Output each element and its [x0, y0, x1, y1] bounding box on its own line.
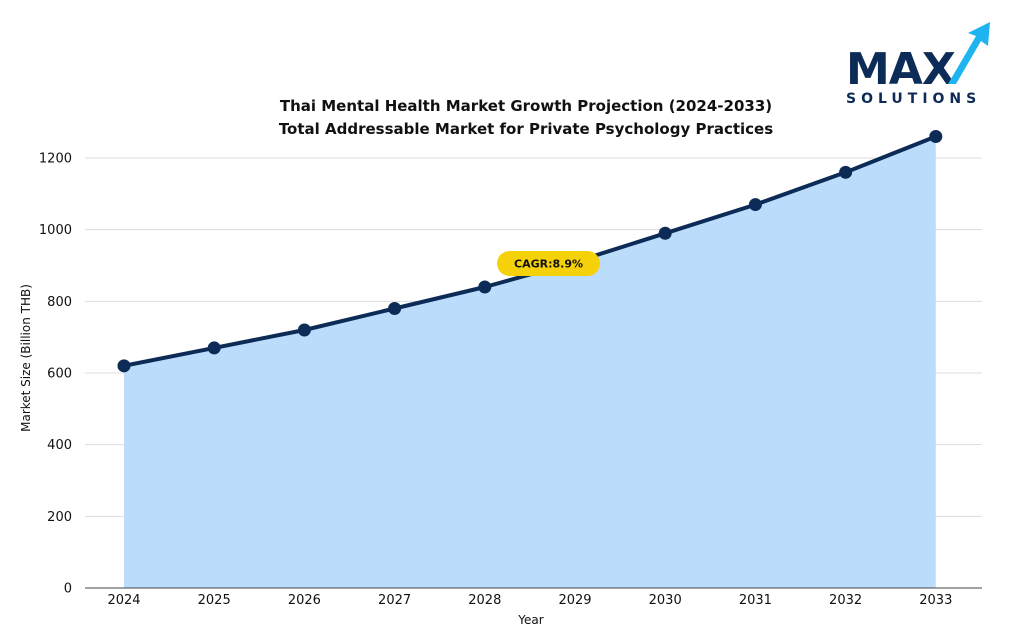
x-tick-label: 2033 [919, 593, 952, 608]
x-tick-label: 2028 [468, 593, 501, 608]
x-tick-label: 2032 [829, 593, 862, 608]
x-tick-labels: 2024 2025 2026 2027 2028 2029 2030 2031 2032 2033 [107, 593, 952, 608]
y-tick-label: 200 [47, 510, 72, 525]
logo-sub-text: SOLUTIONS [846, 91, 981, 107]
data-point-2025 [207, 341, 221, 355]
max-solutions-logo: MAX SOLUTIONS [846, 22, 990, 107]
x-tick-label: 2030 [649, 593, 682, 608]
y-tick-label: 400 [47, 438, 72, 453]
x-tick-label: 2025 [198, 593, 231, 608]
y-axis-label: Market Size (Billion THB) [19, 284, 33, 432]
data-point-2032 [839, 165, 853, 179]
area-fill [124, 136, 936, 588]
y-tick-label: 1000 [39, 223, 72, 238]
y-tick-label: 1200 [39, 152, 72, 167]
data-point-2031 [748, 198, 762, 212]
cagr-badge-label: CAGR:8.9% [514, 258, 583, 271]
cagr-badge-background [497, 251, 600, 276]
chart-title: Thai Mental Health Market Growth Project… [280, 97, 772, 115]
x-tick-label: 2031 [739, 593, 772, 608]
data-point-2033 [929, 130, 943, 143]
logo-main-text: MAX [846, 44, 956, 95]
data-point-2030 [658, 226, 672, 240]
x-tick-label: 2026 [288, 593, 321, 608]
y-tick-label: 800 [47, 295, 72, 310]
cagr-badge: CAGR:8.9% [497, 251, 600, 276]
x-tick-label: 2024 [107, 593, 140, 608]
chart-subtitle: Total Addressable Market for Private Psy… [279, 120, 773, 138]
y-tick-labels: 0 200 400 600 800 1000 1200 [39, 152, 72, 597]
data-markers [117, 130, 943, 373]
x-axis-label: Year [517, 613, 543, 627]
y-tick-label: 600 [47, 367, 72, 382]
x-tick-label: 2027 [378, 593, 411, 608]
data-point-2026 [297, 323, 311, 337]
data-point-2027 [388, 302, 402, 315]
x-tick-label: 2029 [558, 593, 591, 608]
data-point-2028 [478, 280, 492, 294]
data-point-2024 [117, 359, 131, 373]
logo-arrow-icon [948, 22, 990, 84]
y-tick-label: 0 [64, 582, 72, 597]
